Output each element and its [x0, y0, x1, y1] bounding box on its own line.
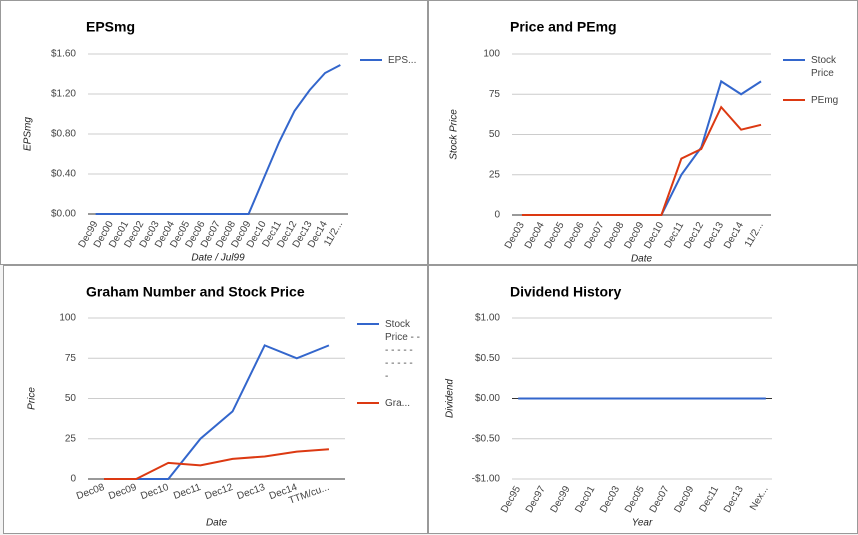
panel [428, 0, 858, 265]
chart-title: EPSmg [86, 19, 135, 35]
chart-title: Dividend History [510, 284, 621, 300]
y-tick-label: 100 [483, 49, 500, 60]
x-axis-title: Date [631, 254, 653, 265]
y-axis-title: Dividend [445, 379, 456, 418]
y-tick-label: 25 [65, 433, 77, 444]
x-axis-title: Date / Jul99 [191, 253, 245, 264]
chart-title: Graham Number and Stock Price [86, 284, 305, 300]
y-tick-label: $0.50 [475, 353, 500, 364]
y-tick-label: 0 [70, 474, 76, 485]
y-tick-label: $1.60 [51, 49, 76, 60]
legend-label: PEmg [811, 95, 838, 106]
legend-label: Gra... [385, 398, 410, 409]
y-tick-label: 100 [59, 313, 76, 324]
y-tick-label: $1.00 [475, 313, 500, 324]
legend-label: Stock Price - -- - - - -- - - - -- [385, 319, 420, 382]
y-axis-title: Price [27, 387, 38, 410]
y-tick-label: $0.40 [51, 169, 76, 180]
series-line [104, 448, 330, 480]
y-tick-label: $0.00 [51, 209, 76, 220]
y-tick-label: 50 [65, 393, 77, 404]
y-tick-label: $0.80 [51, 129, 76, 140]
y-tick-label: 0 [494, 210, 500, 221]
legend-label: Stock Price [811, 55, 837, 79]
panel [3, 265, 428, 534]
y-tick-label: $0.00 [475, 393, 500, 404]
panel [0, 0, 428, 265]
y-tick-label: -$1.00 [472, 474, 501, 485]
series-line [95, 64, 341, 215]
y-tick-label: 75 [489, 89, 501, 100]
series-line [104, 344, 330, 480]
y-tick-label: -$0.50 [472, 433, 501, 444]
y-tick-label: 25 [489, 169, 501, 180]
series-line [521, 105, 762, 216]
legend-label: EPS... [388, 55, 416, 66]
y-axis-title: EPSmg [23, 117, 34, 151]
y-tick-label: 50 [489, 129, 501, 140]
y-axis-title: Stock Price [449, 109, 460, 160]
x-axis-title: Year [632, 518, 653, 529]
x-axis-title: Date [206, 518, 228, 529]
chart-title: Price and PEmg [510, 19, 617, 35]
y-tick-label: $1.20 [51, 89, 76, 100]
y-tick-label: 75 [65, 353, 77, 364]
